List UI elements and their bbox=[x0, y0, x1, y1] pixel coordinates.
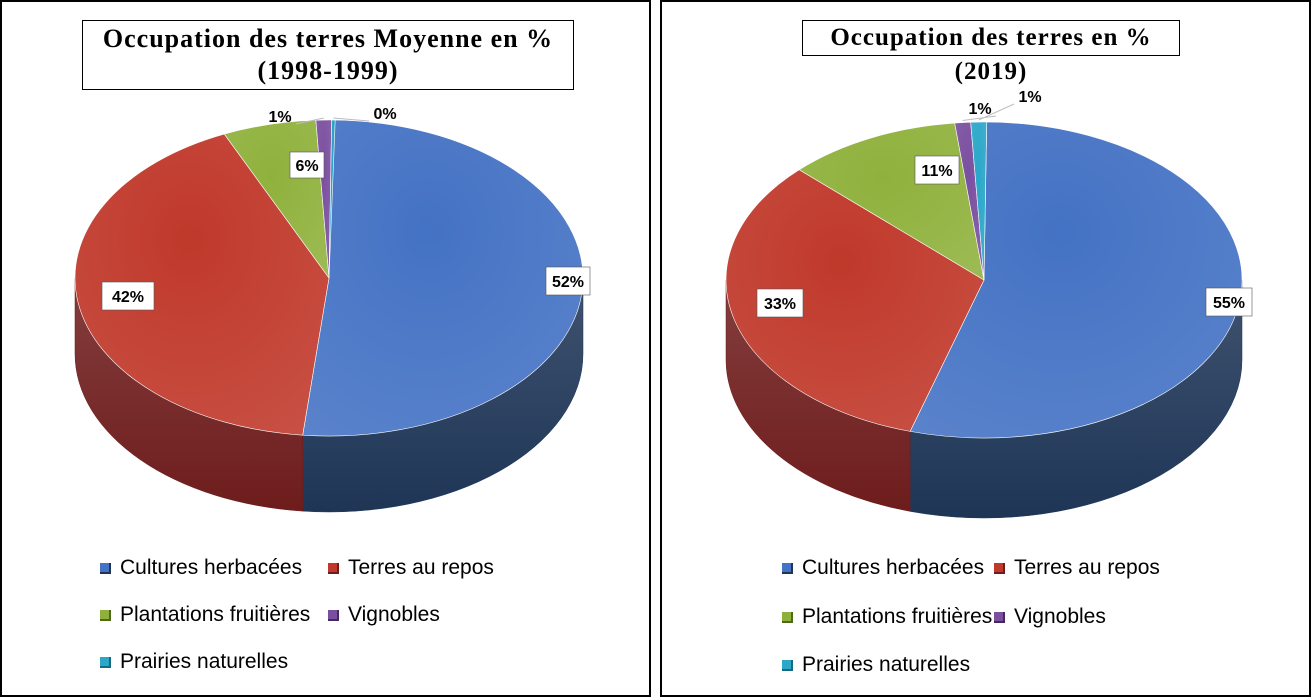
legend-item-plantations-fruitieres: Plantations fruitières bbox=[782, 605, 992, 629]
chart-title: Occupation des terres en % (2019) bbox=[802, 20, 1180, 85]
legend-swatch bbox=[100, 656, 111, 668]
leader-line bbox=[962, 115, 997, 122]
pie-slice-prairies-naturelles bbox=[328, 119, 336, 279]
legend-label: Plantations fruitières bbox=[802, 605, 993, 628]
legend-item-cultures-herbacees: Cultures herbacées bbox=[100, 556, 302, 580]
legend-swatch bbox=[782, 659, 793, 671]
data-label: 55% bbox=[1205, 287, 1253, 317]
svg-text:33%: 33% bbox=[764, 296, 796, 313]
leader-lines bbox=[295, 117, 370, 125]
legend-item-plantations-fruitieres: Plantations fruitières bbox=[100, 603, 310, 627]
legend-swatch bbox=[100, 609, 111, 621]
svg-text:1%: 1% bbox=[268, 109, 291, 126]
data-labels: 55% 33% 11% 1% 1% bbox=[756, 89, 1253, 318]
data-label: 42% bbox=[101, 281, 155, 311]
legend-item-terres-au-repos: Terres au repos bbox=[328, 556, 494, 580]
data-label: 6% bbox=[289, 151, 325, 179]
data-label: 1% bbox=[1018, 89, 1041, 106]
data-label: 1% bbox=[268, 109, 291, 126]
pie-chart: 52% 42% 6% 1% 0% bbox=[74, 106, 591, 513]
svg-text:1%: 1% bbox=[1018, 89, 1041, 106]
chart-panel-2019: Occupation des terres en % (2019) 55% 33%… bbox=[660, 0, 1311, 697]
leader-line bbox=[333, 117, 370, 122]
legend-item-cultures-herbacees: Cultures herbacées bbox=[782, 556, 984, 580]
legend-swatch bbox=[994, 562, 1005, 574]
legend-swatch bbox=[782, 562, 793, 574]
legend-label: Vignobles bbox=[348, 603, 440, 626]
svg-text:52%: 52% bbox=[552, 274, 584, 291]
legend-label: Cultures herbacées bbox=[802, 556, 985, 579]
chart-title-text: Occupation des terres Moyenne en % (1998… bbox=[102, 24, 554, 85]
legend-item-vignobles: Vignobles bbox=[994, 605, 1106, 629]
pie-chart: 55% 33% 11% 1% 1% bbox=[725, 89, 1253, 519]
legend-label: Plantations fruitières bbox=[120, 603, 311, 626]
chart-title: Occupation des terres Moyenne en % (1998… bbox=[82, 20, 574, 90]
legend-label: Prairies naturelles bbox=[802, 653, 971, 676]
data-label: 33% bbox=[756, 288, 804, 318]
legend-swatch bbox=[328, 562, 339, 574]
legend-item-vignobles: Vignobles bbox=[328, 603, 440, 627]
leader-line bbox=[978, 103, 1015, 121]
svg-text:11%: 11% bbox=[921, 163, 952, 180]
pie-slices bbox=[74, 119, 584, 437]
legend-item-prairies-naturelles: Prairies naturelles bbox=[782, 653, 970, 677]
pie-slice-terres-au-repos bbox=[725, 169, 985, 432]
legend-label: Cultures herbacées bbox=[120, 556, 303, 579]
legend-swatch bbox=[328, 609, 339, 621]
svg-text:1%: 1% bbox=[968, 101, 991, 118]
data-label: 1% bbox=[968, 101, 991, 118]
chart-panel-1998-1999: Occupation des terres Moyenne en % (1998… bbox=[0, 0, 651, 697]
data-labels: 52% 42% 6% 1% 0% bbox=[101, 106, 591, 311]
legend-label: Vignobles bbox=[1014, 605, 1106, 628]
legend-swatch bbox=[100, 562, 111, 574]
leader-lines bbox=[962, 103, 1015, 122]
pie-slice-terres-au-repos bbox=[74, 133, 330, 436]
chart-title-text: Occupation des terres en % (2019) bbox=[830, 24, 1152, 85]
legend-label: Terres au repos bbox=[1014, 556, 1160, 579]
pie-slices bbox=[725, 121, 1243, 439]
legend-label: Terres au repos bbox=[348, 556, 494, 579]
legend-swatch bbox=[994, 611, 1005, 623]
svg-text:55%: 55% bbox=[1213, 295, 1245, 312]
data-label: 11% bbox=[914, 155, 960, 185]
svg-text:42%: 42% bbox=[112, 289, 144, 306]
data-label: 52% bbox=[545, 266, 591, 296]
pie-slice-prairies-naturelles bbox=[970, 121, 988, 281]
svg-text:6%: 6% bbox=[295, 158, 318, 175]
data-label: 0% bbox=[373, 106, 396, 123]
leader-line bbox=[295, 117, 324, 125]
svg-text:0%: 0% bbox=[373, 106, 396, 123]
legend-swatch bbox=[782, 611, 793, 623]
legend-label: Prairies naturelles bbox=[120, 650, 289, 673]
legend-item-terres-au-repos: Terres au repos bbox=[994, 556, 1160, 580]
legend-item-prairies-naturelles: Prairies naturelles bbox=[100, 650, 288, 674]
